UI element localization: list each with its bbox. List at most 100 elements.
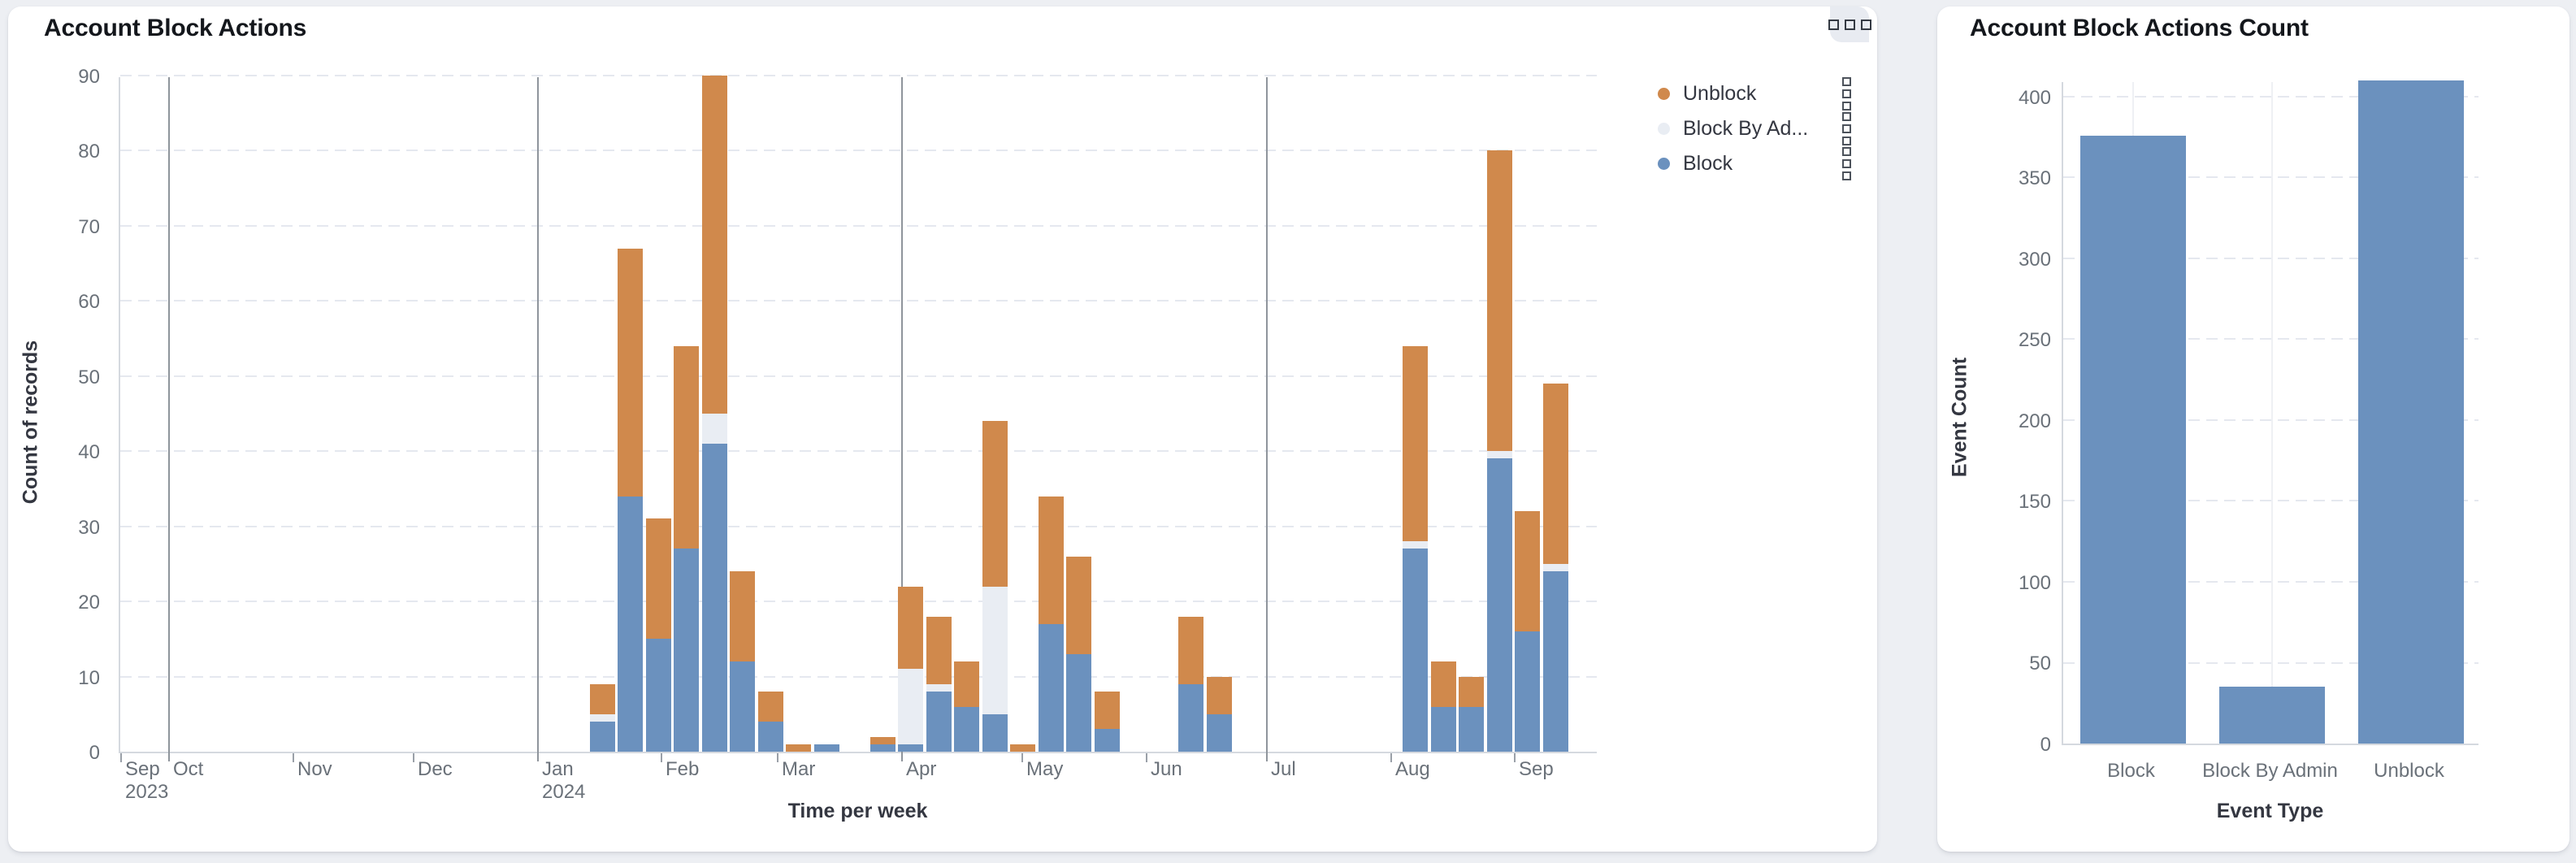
bar-segment-unblock[interactable] — [1459, 676, 1485, 707]
bar-segment-block-by-admin[interactable] — [926, 683, 952, 692]
legend-item-actions-button[interactable] — [1839, 111, 1854, 147]
weekly-bar[interactable] — [898, 586, 924, 752]
bar-segment-unblock[interactable] — [1403, 345, 1429, 542]
bar-segment-unblock[interactable] — [1010, 744, 1036, 752]
category-bar-block-by-admin[interactable] — [2218, 687, 2325, 744]
bar-segment-unblock[interactable] — [674, 345, 700, 549]
weekly-bar[interactable] — [1066, 556, 1092, 752]
month-tick-label: Sep 2023 — [125, 758, 169, 803]
bar-segment-unblock[interactable] — [701, 76, 727, 414]
bar-segment-block-by-admin[interactable] — [898, 669, 924, 744]
bar-segment-unblock[interactable] — [1178, 616, 1204, 684]
bar-segment-unblock[interactable] — [757, 692, 783, 722]
month-tick-label: May — [1026, 758, 1064, 780]
bar-segment-block[interactable] — [926, 692, 952, 752]
weekly-bar[interactable] — [1403, 345, 1429, 752]
weekly-bar[interactable] — [618, 248, 644, 752]
bar-segment-unblock[interactable] — [982, 421, 1008, 587]
bar-segment-unblock[interactable] — [926, 616, 952, 684]
bar-segment-block[interactable] — [1542, 571, 1568, 752]
legend-item-unblock[interactable]: Unblock — [1658, 76, 1854, 111]
weekly-bar[interactable] — [589, 683, 615, 752]
weekly-bar[interactable] — [757, 692, 783, 752]
bar-segment-block[interactable] — [645, 639, 671, 752]
month-tick-label: Apr — [906, 758, 937, 780]
bar-segment-unblock[interactable] — [1066, 556, 1092, 654]
bar-segment-block[interactable] — [674, 549, 700, 752]
bar-segment-unblock[interactable] — [1486, 150, 1512, 452]
legend-item-actions-button[interactable] — [1839, 76, 1854, 112]
weekly-bar[interactable] — [701, 76, 727, 752]
legend-item-actions-button[interactable] — [1839, 145, 1854, 182]
bar-segment-block[interactable] — [1459, 706, 1485, 752]
y-tick-label: 0 — [89, 742, 100, 764]
weekly-bar[interactable] — [730, 571, 756, 752]
category-gridline — [2270, 82, 2273, 744]
bar-segment-unblock[interactable] — [954, 661, 980, 707]
bar-segment-block-by-admin[interactable] — [982, 586, 1008, 714]
bar-segment-block[interactable] — [1094, 729, 1120, 752]
weekly-bar[interactable] — [1542, 384, 1568, 752]
legend-item-block-by-admin[interactable]: Block By Ad... — [1658, 111, 1854, 146]
weekly-bar[interactable] — [1515, 511, 1541, 752]
bar-segment-unblock[interactable] — [1094, 692, 1120, 730]
bar-segment-block-by-admin[interactable] — [1486, 451, 1512, 459]
bar-segment-unblock[interactable] — [645, 518, 671, 640]
bar-segment-block[interactable] — [589, 722, 615, 752]
bar-segment-unblock[interactable] — [898, 586, 924, 670]
bar-segment-block[interactable] — [898, 744, 924, 752]
gridline — [120, 224, 1597, 227]
weekly-bar[interactable] — [982, 421, 1008, 752]
bar-segment-unblock[interactable] — [1430, 661, 1456, 707]
bar-segment-block[interactable] — [1403, 549, 1429, 752]
weekly-bar[interactable] — [1010, 744, 1036, 752]
bar-segment-block-by-admin[interactable] — [1403, 541, 1429, 549]
bar-segment-block[interactable] — [1430, 706, 1456, 752]
bar-segment-block[interactable] — [701, 443, 727, 752]
category-bar-block[interactable] — [2079, 135, 2186, 744]
bar-segment-block[interactable] — [982, 713, 1008, 752]
bar-segment-block[interactable] — [1038, 623, 1064, 752]
bar-segment-block[interactable] — [813, 744, 839, 752]
bar-segment-block-by-admin[interactable] — [589, 713, 615, 722]
weekly-bar[interactable] — [1094, 692, 1120, 752]
bar-segment-block[interactable] — [954, 706, 980, 752]
bar-segment-unblock[interactable] — [1206, 676, 1232, 714]
weekly-bar[interactable] — [1038, 496, 1064, 752]
weekly-bar[interactable] — [1178, 616, 1204, 752]
bar-segment-unblock[interactable] — [870, 736, 896, 744]
bar-segment-block-by-admin[interactable] — [701, 414, 727, 444]
bar-segment-unblock[interactable] — [786, 744, 812, 752]
bar-segment-unblock[interactable] — [730, 571, 756, 662]
bar-segment-unblock[interactable] — [1542, 384, 1568, 564]
weekly-bar[interactable] — [1486, 150, 1512, 752]
weekly-bar[interactable] — [813, 744, 839, 752]
weekly-bar[interactable] — [786, 744, 812, 752]
bar-segment-block[interactable] — [1206, 713, 1232, 752]
weekly-bar[interactable] — [1206, 676, 1232, 752]
bar-segment-block[interactable] — [1178, 683, 1204, 752]
panel-options-button[interactable] — [1828, 7, 1871, 42]
weekly-bar[interactable] — [1430, 661, 1456, 752]
boxes-vertical-icon — [1842, 77, 1851, 111]
bar-segment-block[interactable] — [1486, 458, 1512, 752]
weekly-bar[interactable] — [1459, 676, 1485, 752]
bar-segment-block[interactable] — [730, 661, 756, 752]
bar-segment-block[interactable] — [618, 496, 644, 752]
bar-segment-block[interactable] — [1515, 631, 1541, 752]
weekly-bar[interactable] — [645, 518, 671, 752]
weekly-bar[interactable] — [926, 616, 952, 752]
bar-segment-block-by-admin[interactable] — [1542, 563, 1568, 572]
bar-segment-block[interactable] — [1066, 653, 1092, 752]
legend-item-block[interactable]: Block — [1658, 146, 1854, 181]
bar-segment-block[interactable] — [870, 744, 896, 752]
weekly-bar[interactable] — [870, 736, 896, 752]
bar-segment-unblock[interactable] — [1038, 496, 1064, 624]
bar-segment-unblock[interactable] — [618, 248, 644, 497]
weekly-bar[interactable] — [954, 661, 980, 752]
bar-segment-block[interactable] — [757, 722, 783, 752]
bar-segment-unblock[interactable] — [1515, 511, 1541, 632]
category-bar-unblock[interactable] — [2357, 80, 2464, 744]
weekly-bar[interactable] — [674, 345, 700, 752]
bar-segment-unblock[interactable] — [589, 683, 615, 714]
